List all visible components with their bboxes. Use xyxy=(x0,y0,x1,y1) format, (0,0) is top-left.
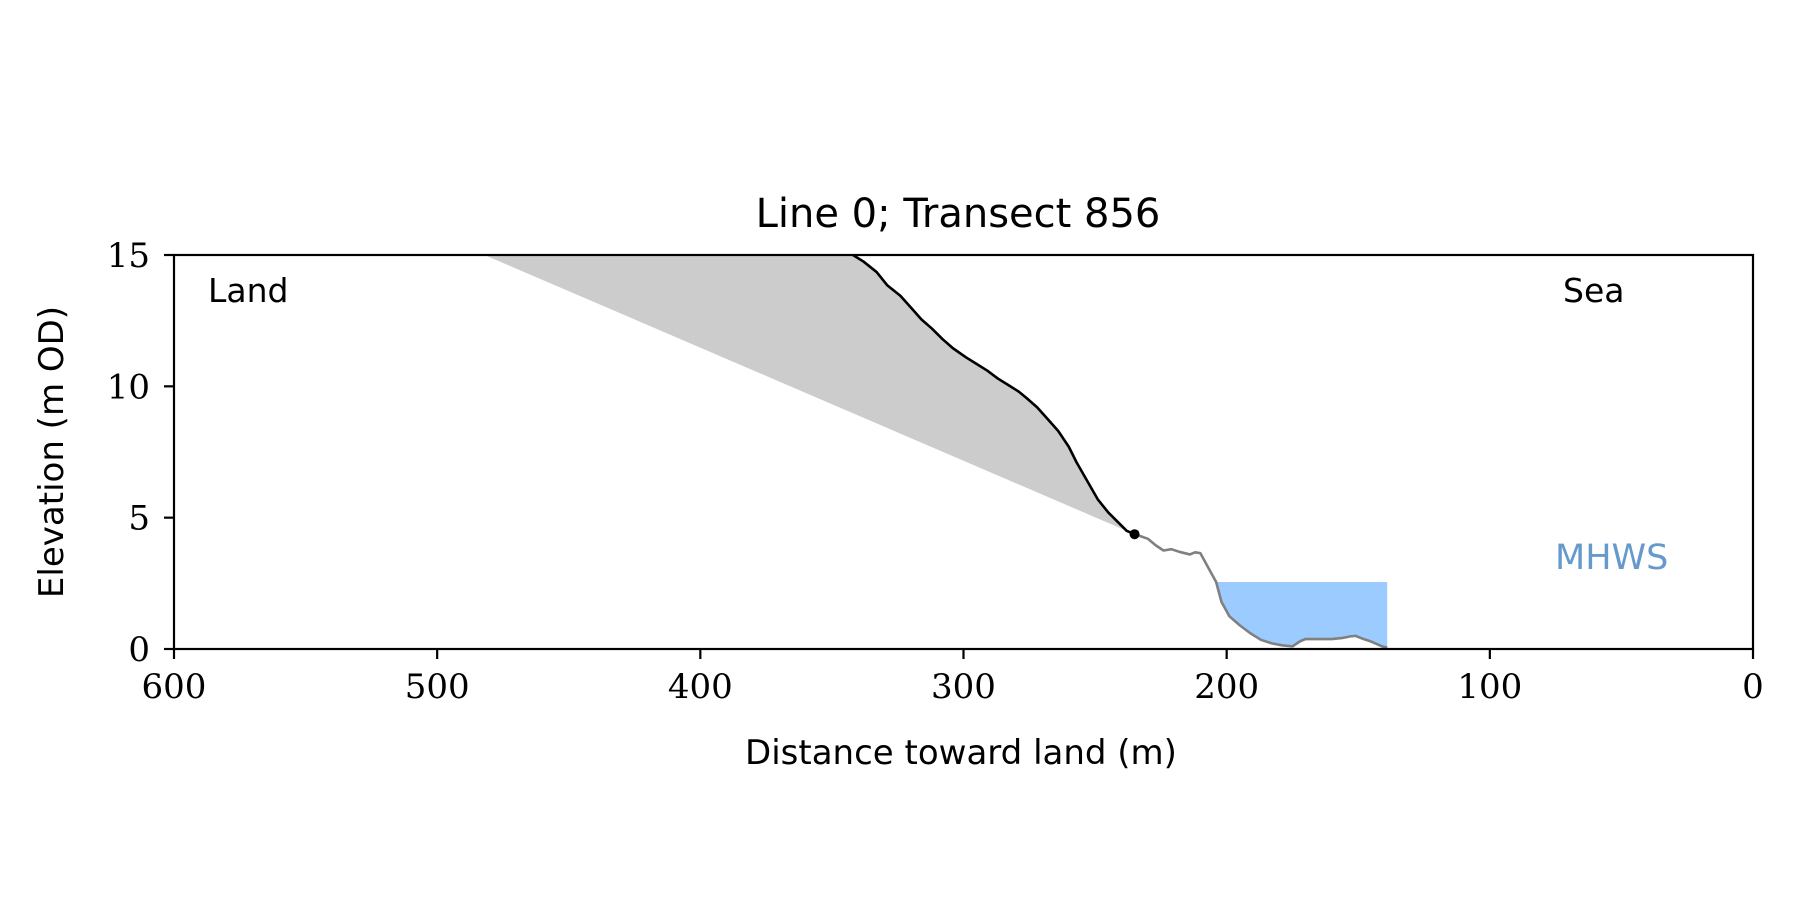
foreshore-profile-line xyxy=(1134,532,1388,649)
y-tick-label: 15 xyxy=(107,236,150,276)
x-tick-label: 500 xyxy=(405,667,470,707)
y-tick-label: 0 xyxy=(128,630,150,670)
sea-label: Sea xyxy=(1563,271,1624,310)
x-tick-label: 100 xyxy=(1457,667,1522,707)
y-tick-label: 5 xyxy=(128,499,150,539)
cliff-toe-point xyxy=(1129,529,1140,540)
y-tick-label: 10 xyxy=(107,367,150,407)
cliff-shaded-area xyxy=(484,255,1135,535)
mhws-label: MHWS xyxy=(1555,538,1668,578)
y-axis-label: Elevation (m OD) xyxy=(32,306,72,598)
chart-title: Line 0; Transect 856 xyxy=(756,191,1161,237)
x-axis-ticks: 600 500 400 300 200 100 0 xyxy=(142,649,1764,707)
plot-area xyxy=(484,253,1388,649)
x-tick-label: 0 xyxy=(1742,667,1764,707)
cliff-profile-line xyxy=(852,253,1136,536)
x-tick-label: 200 xyxy=(1194,667,1259,707)
x-tick-label: 400 xyxy=(668,667,733,707)
y-axis-ticks: 0 5 10 15 xyxy=(107,236,174,670)
x-axis-label: Distance toward land (m) xyxy=(745,733,1177,773)
land-label: Land xyxy=(208,271,288,310)
water-below-mhws xyxy=(1216,582,1388,648)
x-tick-label: 300 xyxy=(931,667,996,707)
x-tick-label: 600 xyxy=(142,667,207,707)
